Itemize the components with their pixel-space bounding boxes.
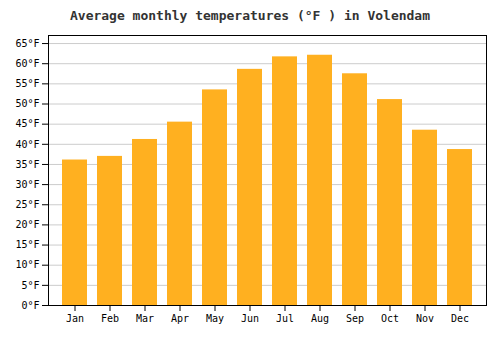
- svg-text:25°F: 25°F: [15, 199, 39, 210]
- svg-text:50°F: 50°F: [15, 98, 39, 109]
- svg-text:Jan: Jan: [66, 313, 84, 324]
- svg-text:May: May: [206, 313, 224, 324]
- svg-text:65°F: 65°F: [15, 38, 39, 49]
- svg-text:60°F: 60°F: [15, 58, 39, 69]
- svg-text:15°F: 15°F: [15, 239, 39, 250]
- svg-text:5°F: 5°F: [21, 280, 39, 291]
- svg-text:Mar: Mar: [136, 313, 154, 324]
- svg-text:Jun: Jun: [241, 313, 259, 324]
- svg-text:Dec: Dec: [451, 313, 469, 324]
- svg-text:55°F: 55°F: [15, 78, 39, 89]
- svg-text:0°F: 0°F: [21, 300, 39, 311]
- svg-text:Aug: Aug: [311, 313, 329, 324]
- html-text:Average monthly temperatures (: Average monthly temperatures (°F ) in Vo…: [70, 8, 430, 23]
- svg-text:30°F: 30°F: [15, 179, 39, 190]
- svg-text:Jul: Jul: [276, 313, 294, 324]
- svg-text:Apr: Apr: [171, 313, 189, 324]
- svg-text:Sep: Sep: [346, 313, 364, 324]
- svg-text:20°F: 20°F: [15, 219, 39, 230]
- svg-text:40°F: 40°F: [15, 139, 39, 150]
- svg-text:45°F: 45°F: [15, 118, 39, 129]
- svg-text:Feb: Feb: [101, 313, 119, 324]
- svg-text:Oct: Oct: [381, 313, 399, 324]
- svg-text:10°F: 10°F: [15, 259, 39, 270]
- svg-text:35°F: 35°F: [15, 159, 39, 170]
- svg-text:Nov: Nov: [416, 313, 434, 324]
